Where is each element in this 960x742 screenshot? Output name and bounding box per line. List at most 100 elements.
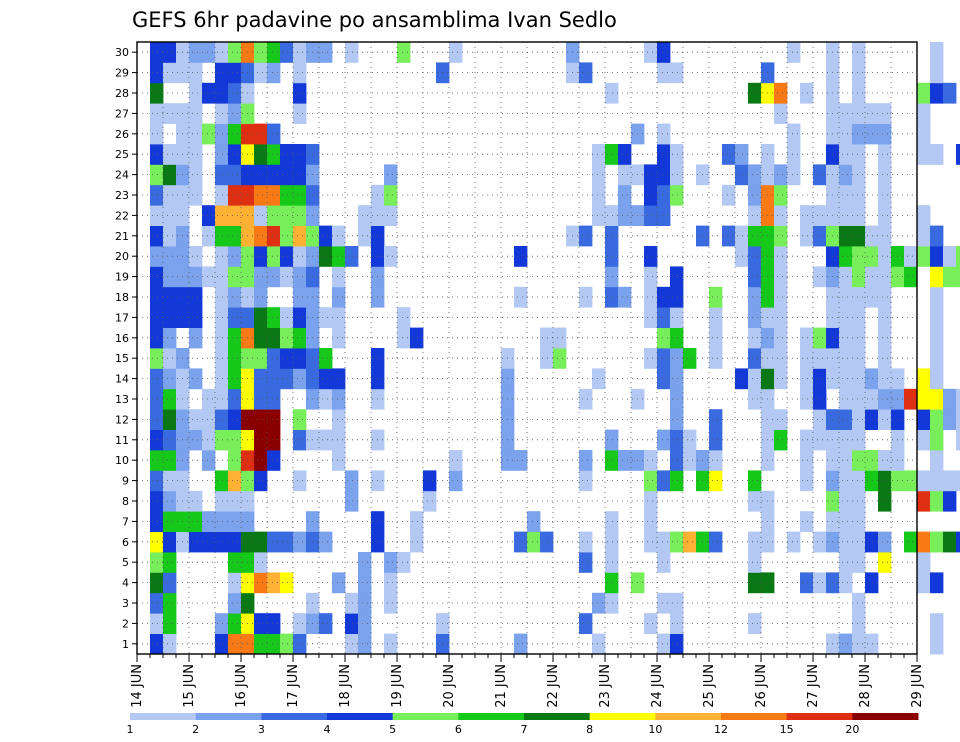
- precip-cell: [228, 42, 242, 63]
- precip-cell: [904, 246, 918, 267]
- legend-swatch: [327, 713, 394, 720]
- precip-cell: [592, 144, 606, 165]
- precip-cell: [930, 327, 944, 349]
- legend-label: 4: [324, 723, 331, 736]
- precip-cell: [787, 164, 801, 186]
- precip-cell: [215, 511, 229, 532]
- precip-cell: [189, 511, 203, 532]
- precip-cell: [228, 123, 242, 145]
- precip-cell: [930, 144, 944, 165]
- precip-cell: [852, 225, 866, 247]
- precip-cell: [410, 327, 424, 349]
- precip-cell: [228, 572, 242, 594]
- precip-cell: [280, 633, 294, 655]
- precip-cell: [267, 307, 281, 328]
- precip-cell: [163, 531, 177, 553]
- precip-cell: [293, 429, 307, 451]
- precip-cell: [605, 82, 619, 104]
- precip-cell: [163, 184, 177, 206]
- precip-cell: [865, 470, 879, 492]
- precip-cell: [878, 103, 892, 124]
- precip-cell: [852, 592, 866, 614]
- precip-cell: [839, 368, 853, 390]
- precip-cell: [332, 225, 346, 247]
- precip-cell: [800, 368, 814, 390]
- precip-cell: [202, 205, 216, 226]
- x-tick-label: 29 JUN: [910, 664, 925, 708]
- precip-cell: [514, 531, 528, 553]
- precip-cell: [852, 62, 866, 84]
- precip-cell: [813, 429, 827, 451]
- precip-cell: [254, 205, 268, 226]
- precip-cell: [943, 82, 957, 104]
- precip-cell: [748, 205, 762, 226]
- x-tick-label: 21 JUN: [494, 664, 509, 708]
- precip-cell: [917, 470, 931, 492]
- precip-cell: [579, 552, 593, 573]
- precip-cell: [254, 531, 268, 553]
- precip-cell: [592, 368, 606, 390]
- precip-cell: [267, 205, 281, 226]
- precip-cell: [163, 42, 177, 63]
- precip-cell: [813, 572, 827, 594]
- precip-cell: [930, 450, 944, 471]
- precip-cell: [644, 613, 658, 634]
- precip-cell: [189, 82, 203, 104]
- precip-cell: [267, 633, 281, 655]
- precip-cell: [579, 388, 593, 410]
- precip-cell: [930, 225, 944, 247]
- precip-cell: [657, 144, 671, 165]
- precip-cell: [163, 592, 177, 614]
- precip-cell: [592, 592, 606, 614]
- precip-cell: [839, 246, 853, 267]
- precip-cell: [709, 286, 723, 308]
- precip-cell: [163, 490, 177, 512]
- precip-cell: [592, 184, 606, 206]
- precip-cell: [202, 225, 216, 247]
- precip-cell: [189, 286, 203, 308]
- precip-cell: [267, 613, 281, 634]
- precip-cell: [163, 246, 177, 267]
- x-tick-label: 27 JUN: [806, 664, 821, 708]
- precip-cell: [293, 307, 307, 328]
- precip-cell: [657, 592, 671, 614]
- precip-cell: [774, 225, 788, 247]
- precip-cell: [670, 388, 684, 410]
- precip-cell: [644, 531, 658, 553]
- precip-cell: [618, 450, 632, 471]
- precip-cell: [657, 429, 671, 451]
- precip-cell: [930, 572, 944, 594]
- precip-cell: [735, 368, 749, 390]
- precip-cell: [748, 286, 762, 308]
- precip-cell: [293, 103, 307, 124]
- precip-cell: [930, 613, 944, 634]
- precip-cell: [735, 144, 749, 165]
- precip-cell: [254, 633, 268, 655]
- precip-cell: [267, 225, 281, 247]
- precip-cell: [202, 388, 216, 410]
- precip-cell: [839, 103, 853, 124]
- precip-cell: [280, 42, 294, 63]
- precip-cell: [878, 184, 892, 206]
- precip-cell: [254, 123, 268, 145]
- legend-swatch: [589, 713, 656, 720]
- precip-cell: [254, 572, 268, 594]
- precip-cell: [865, 409, 879, 430]
- precip-cell: [280, 327, 294, 349]
- legend-label: 8: [586, 723, 593, 736]
- precip-cell: [163, 409, 177, 430]
- precip-cell: [605, 592, 619, 614]
- y-tick-label: 14: [115, 373, 129, 386]
- precip-cell: [657, 470, 671, 492]
- precip-cell: [163, 348, 177, 369]
- precip-cell: [215, 327, 229, 349]
- precip-cell: [839, 164, 853, 186]
- precip-cell: [163, 450, 177, 471]
- precip-cell: [280, 266, 294, 288]
- precip-cell: [878, 490, 892, 512]
- precip-cell: [228, 286, 242, 308]
- precip-cell: [293, 409, 307, 430]
- y-tick-label: 25: [115, 148, 129, 161]
- x-tick-label: 25 JUN: [702, 664, 717, 708]
- precip-cell: [202, 42, 216, 63]
